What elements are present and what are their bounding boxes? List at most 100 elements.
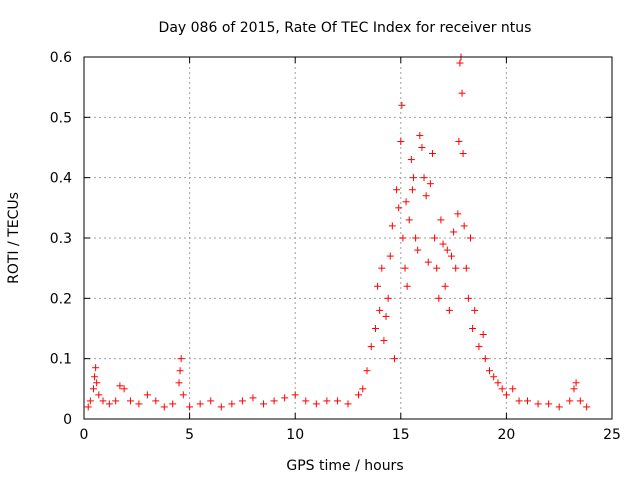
data-point [403, 282, 411, 290]
data-point [439, 240, 447, 248]
y-axis-label: ROTI / TECUs [6, 192, 22, 284]
data-point [431, 234, 439, 242]
data-point [393, 186, 401, 194]
data-point [515, 397, 523, 405]
data-point [86, 397, 94, 405]
data-point [509, 385, 517, 393]
grid-lines [84, 57, 612, 419]
x-tick-label: 20 [497, 427, 515, 443]
x-tick-label: 15 [392, 427, 410, 443]
data-point [447, 252, 455, 260]
data-point [175, 379, 183, 387]
data-point [460, 222, 468, 230]
data-point [397, 137, 405, 145]
data-point [384, 294, 392, 302]
data-point [367, 343, 375, 351]
data-point [524, 397, 532, 405]
chart-title: Day 086 of 2015, Rate Of TEC Index for r… [159, 20, 532, 36]
data-point [441, 282, 449, 290]
data-point [92, 364, 100, 372]
data-point [382, 312, 390, 320]
data-point [116, 382, 124, 390]
data-point [105, 400, 113, 408]
data-point [135, 400, 143, 408]
data-point [228, 400, 236, 408]
data-point [90, 385, 98, 393]
y-tick-label: 0.3 [50, 231, 72, 247]
data-point [196, 400, 204, 408]
data-point [323, 397, 331, 405]
data-point [177, 355, 185, 363]
data-point [95, 391, 103, 399]
x-tick-label: 5 [185, 427, 194, 443]
data-point [378, 264, 386, 272]
x-tick-label: 10 [286, 427, 304, 443]
data-point [401, 264, 409, 272]
data-point [456, 59, 464, 67]
x-tick-label: 25 [603, 427, 621, 443]
x-axis-label: GPS time / hours [286, 458, 403, 474]
data-point [179, 391, 187, 399]
data-point [270, 397, 278, 405]
data-point [186, 403, 194, 411]
x-tick-label: 0 [80, 427, 89, 443]
data-point [398, 101, 406, 109]
data-point [452, 264, 460, 272]
data-point [490, 373, 498, 381]
data-point [160, 403, 168, 411]
data-point [84, 403, 92, 411]
data-point [424, 258, 432, 266]
data-point [120, 385, 128, 393]
axis-ticks: 0 5 10 15 20 25 0 0.1 0.2 0.3 0.4 0.5 0.6 [50, 50, 621, 443]
data-point [494, 379, 502, 387]
data-point [458, 89, 466, 97]
data-point [371, 325, 379, 332]
data-point [312, 400, 320, 408]
data-point [238, 397, 246, 405]
data-point [405, 216, 413, 224]
data-point [479, 331, 487, 339]
data-point [217, 403, 225, 411]
data-point [380, 337, 388, 345]
y-tick-label: 0.5 [50, 110, 72, 126]
data-point [99, 397, 107, 405]
data-point [395, 204, 403, 212]
data-point [583, 403, 591, 411]
data-point [169, 400, 177, 408]
data-point [91, 373, 99, 381]
data-point [359, 385, 367, 393]
data-point [363, 367, 371, 375]
data-point [437, 216, 445, 224]
data-point [471, 306, 479, 314]
y-tick-label: 0.2 [50, 291, 72, 307]
data-point [93, 379, 101, 387]
data-point [376, 306, 384, 314]
data-point [176, 367, 184, 375]
data-point [249, 394, 257, 402]
data-point [545, 400, 553, 408]
data-point [475, 343, 483, 351]
data-point [281, 394, 289, 402]
data-point [207, 397, 215, 405]
data-point [143, 391, 151, 399]
data-point [576, 397, 584, 405]
data-point [433, 264, 441, 272]
data-point [374, 282, 382, 290]
data-point [455, 137, 463, 145]
data-point [486, 367, 494, 375]
data-point [386, 252, 394, 260]
data-point [416, 131, 424, 139]
data-point [459, 150, 467, 158]
data-point [390, 355, 398, 363]
data-point [407, 156, 415, 164]
data-point [445, 306, 453, 314]
data-point [344, 400, 352, 408]
data-point [412, 234, 420, 242]
data-points [84, 53, 591, 411]
data-point [462, 264, 470, 272]
data-point [469, 325, 477, 332]
data-point [454, 210, 462, 218]
data-point [291, 391, 299, 399]
